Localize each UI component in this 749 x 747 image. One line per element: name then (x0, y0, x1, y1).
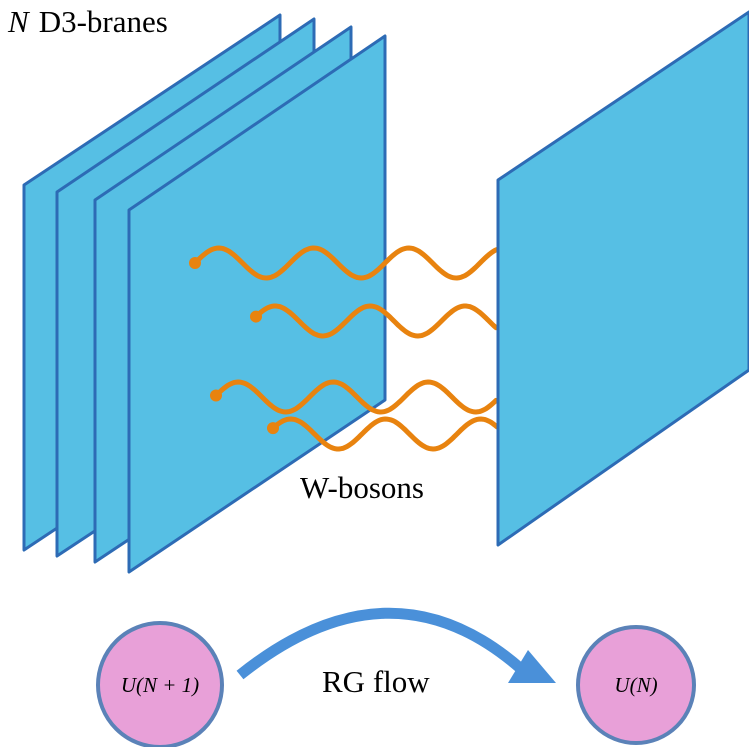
string (270, 416, 500, 452)
strings (189, 245, 500, 452)
node (96, 621, 224, 747)
node-label: U(N + 1) (121, 673, 199, 697)
stack (22, 13, 387, 574)
string (192, 245, 500, 281)
string (213, 379, 499, 415)
endpoint (210, 389, 222, 402)
endpoint (267, 422, 279, 435)
brane (496, 10, 749, 547)
node (576, 625, 696, 745)
strings-label: W-bosons (300, 470, 424, 505)
endpoint (189, 257, 201, 269)
arrow-head (508, 650, 556, 683)
node-label: U(N) (614, 673, 657, 697)
endpoint (250, 310, 262, 323)
flow-arrow (236, 607, 524, 680)
symbol: N (7, 4, 31, 39)
flow-label: RG flow (322, 664, 430, 699)
branes-label: D3-branes (39, 4, 168, 39)
string (253, 303, 499, 339)
label: N D3-branes (7, 4, 168, 39)
